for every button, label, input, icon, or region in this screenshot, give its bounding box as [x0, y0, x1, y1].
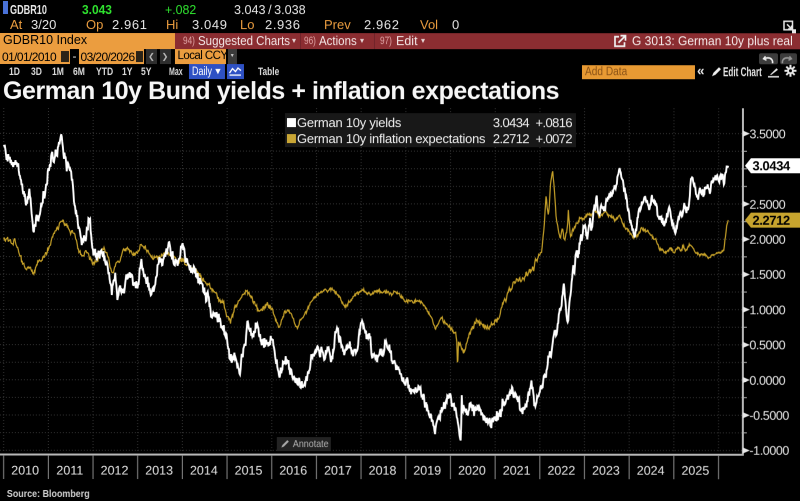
svg-text:2.0000: 2.0000: [749, 233, 785, 247]
svg-text:0.5000: 0.5000: [749, 338, 785, 352]
svg-text:1.0000: 1.0000: [749, 303, 785, 317]
svg-text:2019: 2019: [413, 464, 441, 478]
svg-text:3.0434: 3.0434: [752, 158, 791, 173]
svg-text:2017: 2017: [324, 464, 352, 478]
svg-text:-0.5000: -0.5000: [749, 409, 789, 423]
svg-text:2016: 2016: [279, 464, 307, 478]
svg-text:2.2712: 2.2712: [752, 213, 790, 228]
svg-text:2010: 2010: [11, 464, 39, 478]
svg-text:2.5000: 2.5000: [749, 198, 785, 212]
svg-text:1.5000: 1.5000: [749, 268, 785, 282]
svg-text:2022: 2022: [547, 464, 575, 478]
svg-text:0.0000: 0.0000: [749, 374, 785, 388]
svg-text:2011: 2011: [56, 464, 83, 478]
svg-text:2012: 2012: [101, 464, 129, 478]
svg-text:2018: 2018: [369, 464, 397, 478]
svg-text:2014: 2014: [190, 464, 218, 478]
svg-text:2015: 2015: [235, 464, 263, 478]
svg-text:2020: 2020: [458, 464, 486, 478]
svg-text:2021: 2021: [503, 464, 531, 478]
svg-text:2025: 2025: [681, 464, 709, 478]
svg-text:3.5000: 3.5000: [749, 127, 785, 141]
svg-text:2013: 2013: [145, 464, 173, 478]
svg-text:2023: 2023: [592, 464, 620, 478]
svg-text:2024: 2024: [637, 464, 665, 478]
svg-text:-1.0000: -1.0000: [749, 444, 789, 458]
